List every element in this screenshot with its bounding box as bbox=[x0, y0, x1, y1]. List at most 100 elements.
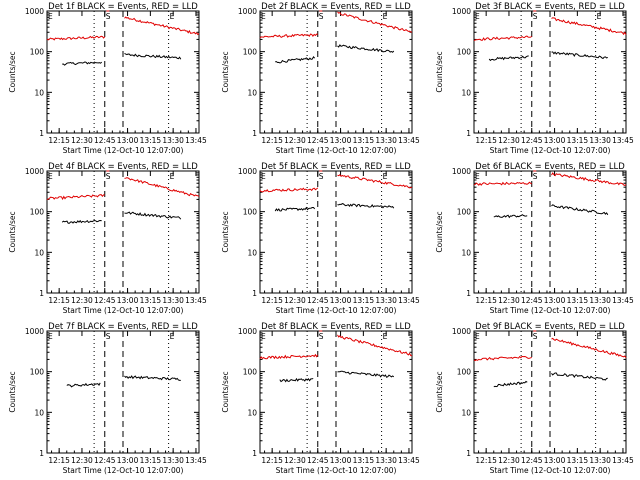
events-series-line bbox=[124, 52, 182, 60]
panel-title: Det 9f BLACK = Events, RED = LLD bbox=[475, 322, 625, 332]
lld-series-line bbox=[337, 334, 413, 357]
x-tick-label: 13:00 bbox=[543, 296, 565, 305]
x-tick-label: 13:45 bbox=[612, 136, 634, 145]
y-tick-label: 1 bbox=[39, 449, 44, 458]
detector-panel: Det 1f BLACK = Events, RED = LLD 1 10 100 10… bbox=[8, 2, 207, 155]
detector-panel: Det 7f BLACK = Events, RED = LLD 1 10 100 10… bbox=[8, 322, 207, 475]
events-series-line bbox=[488, 55, 529, 62]
y-tick-label: 1 bbox=[466, 129, 471, 138]
y-tick-label: 100 bbox=[456, 48, 471, 57]
events-series-line bbox=[337, 370, 395, 378]
y-tick-label: 1000 bbox=[238, 167, 257, 176]
event-marker-label: S bbox=[106, 172, 111, 181]
x-tick-label: 13:00 bbox=[117, 136, 139, 145]
x-tick-label: 13:15 bbox=[140, 296, 162, 305]
x-tick-label: 13:45 bbox=[398, 136, 420, 145]
event-marker-label: E bbox=[475, 172, 480, 181]
y-tick-label: 1000 bbox=[238, 327, 257, 336]
x-tick-label: 12:45 bbox=[94, 456, 116, 465]
x-tick-label: 13:45 bbox=[612, 456, 634, 465]
event-marker-label: E bbox=[596, 172, 601, 181]
x-tick-label: 13:30 bbox=[162, 136, 184, 145]
panel-title: Det 6f BLACK = Events, RED = LLD bbox=[475, 162, 625, 172]
y-tick-label: 1 bbox=[253, 289, 258, 298]
y-tick-label: 10 bbox=[34, 88, 44, 97]
events-series-line bbox=[275, 206, 316, 212]
lld-series-line bbox=[124, 16, 200, 36]
x-tick-label: 13:15 bbox=[566, 136, 588, 145]
x-tick-label: 13:30 bbox=[376, 136, 398, 145]
events-series-line bbox=[124, 375, 181, 381]
event-marker-label: S bbox=[319, 172, 324, 181]
event-marker-label: S bbox=[106, 12, 111, 21]
y-axis-label: Counts/sec bbox=[8, 211, 17, 252]
y-tick-label: 10 bbox=[248, 88, 258, 97]
y-tick-label: 1000 bbox=[452, 327, 471, 336]
y-tick-label: 10 bbox=[34, 248, 44, 257]
events-series-line bbox=[493, 380, 528, 388]
y-tick-label: 100 bbox=[243, 368, 258, 377]
event-marker-label: E bbox=[596, 332, 601, 341]
event-marker-label: S bbox=[532, 172, 537, 181]
events-series-line bbox=[337, 203, 395, 209]
x-tick-label: 12:15 bbox=[48, 456, 70, 465]
y-tick-label: 10 bbox=[461, 408, 471, 417]
lld-series-line bbox=[46, 35, 106, 41]
x-tick-label: 12:15 bbox=[475, 136, 497, 145]
x-tick-label: 13:45 bbox=[612, 296, 634, 305]
x-tick-label: 13:30 bbox=[376, 296, 398, 305]
y-axis-label: Counts/sec bbox=[435, 371, 444, 412]
y-tick-label: 1 bbox=[466, 289, 471, 298]
events-series-line bbox=[66, 382, 101, 388]
x-tick-label: 13:30 bbox=[589, 296, 611, 305]
events-series-line bbox=[550, 372, 608, 381]
y-tick-label: 10 bbox=[248, 408, 258, 417]
panel-title: Det 1f BLACK = Events, RED = LLD bbox=[48, 2, 198, 12]
lld-series-line bbox=[473, 35, 532, 42]
x-tick-label: 13:00 bbox=[543, 136, 565, 145]
event-marker-label: E bbox=[596, 12, 601, 21]
x-tick-label: 13:45 bbox=[185, 296, 207, 305]
event-marker-label: E bbox=[261, 172, 266, 181]
y-tick-label: 1 bbox=[253, 449, 258, 458]
y-tick-label: 1 bbox=[39, 129, 44, 138]
x-tick-label: 13:00 bbox=[330, 456, 352, 465]
x-tick-label: 13:00 bbox=[117, 296, 139, 305]
lld-series-line bbox=[124, 177, 200, 197]
detector-panel: Det 8f BLACK = Events, RED = LLD 1 10 100 10… bbox=[221, 322, 420, 475]
x-tick-label: 12:30 bbox=[498, 136, 520, 145]
event-marker-label: E bbox=[48, 12, 53, 21]
x-tick-label: 12:30 bbox=[284, 456, 306, 465]
x-tick-label: 12:30 bbox=[498, 456, 520, 465]
x-axis-label: Start Time (12-Oct-10 12:07:00) bbox=[489, 146, 610, 155]
y-tick-label: 100 bbox=[456, 208, 471, 217]
events-series-line bbox=[551, 51, 608, 60]
panel-title: Det 5f BLACK = Events, RED = LLD bbox=[261, 162, 411, 172]
event-marker-label: E bbox=[170, 332, 175, 341]
y-tick-label: 1 bbox=[253, 129, 258, 138]
events-series-line bbox=[61, 219, 102, 224]
lld-series-line bbox=[337, 173, 413, 189]
y-tick-label: 1000 bbox=[452, 167, 471, 176]
x-tick-label: 13:45 bbox=[398, 456, 420, 465]
event-marker-label: E bbox=[383, 172, 388, 181]
x-tick-label: 13:00 bbox=[330, 136, 352, 145]
detector-panel: Det 6f BLACK = Events, RED = LLD 1 10 100 10… bbox=[435, 162, 634, 315]
y-axis-label: Counts/sec bbox=[8, 51, 17, 92]
x-axis-label: Start Time (12-Oct-10 12:07:00) bbox=[489, 306, 610, 315]
y-tick-label: 10 bbox=[461, 248, 471, 257]
y-axis-label: Counts/sec bbox=[221, 371, 230, 412]
x-tick-label: 12:15 bbox=[475, 456, 497, 465]
event-marker-label: E bbox=[48, 172, 53, 181]
y-tick-label: 100 bbox=[243, 48, 258, 57]
y-tick-label: 100 bbox=[456, 368, 471, 377]
panel-title: Det 7f BLACK = Events, RED = LLD bbox=[48, 322, 198, 332]
x-tick-label: 12:45 bbox=[521, 296, 543, 305]
x-axis-label: Start Time (12-Oct-10 12:07:00) bbox=[276, 466, 397, 475]
x-tick-label: 12:45 bbox=[521, 136, 543, 145]
x-tick-label: 13:15 bbox=[566, 296, 588, 305]
event-marker-label: E bbox=[261, 332, 266, 341]
x-tick-label: 12:15 bbox=[262, 296, 284, 305]
x-axis-label: Start Time (12-Oct-10 12:07:00) bbox=[63, 146, 184, 155]
